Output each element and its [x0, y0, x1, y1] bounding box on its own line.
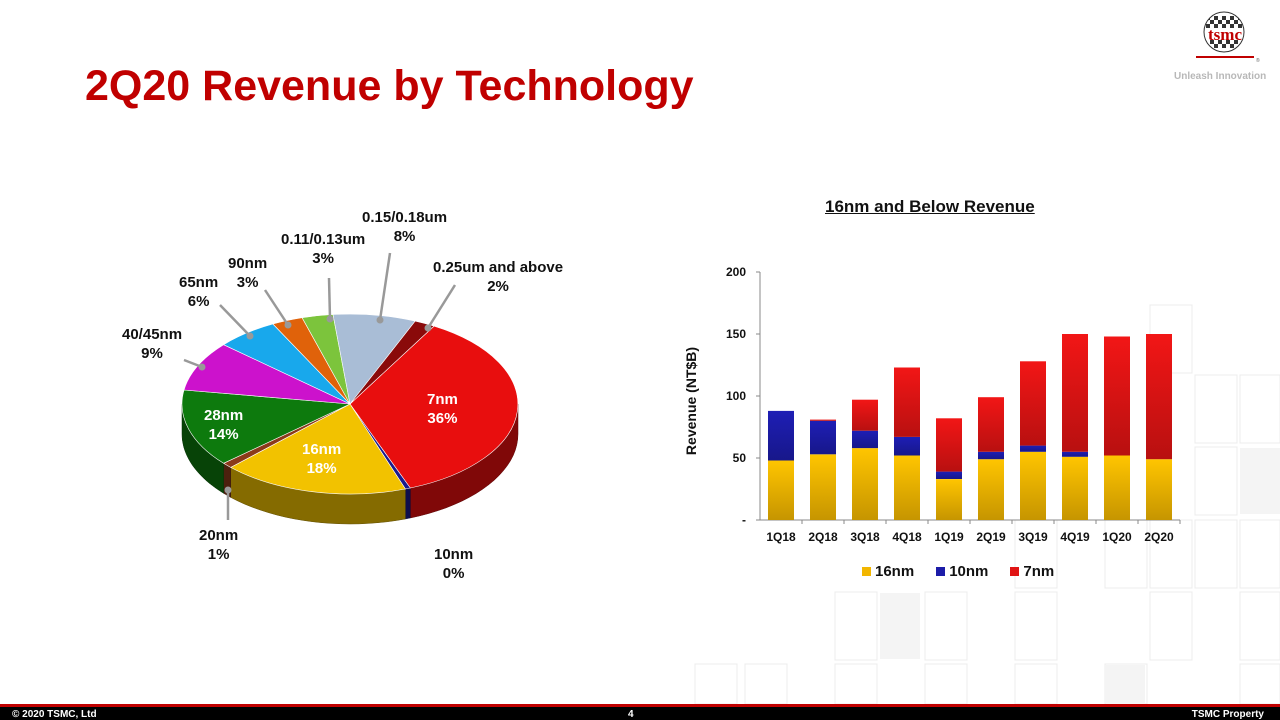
bar-16nm-1q20	[1104, 455, 1130, 520]
svg-text:tsmc: tsmc	[1208, 25, 1242, 44]
pie-label-65nm: 65nm 6%	[179, 274, 219, 310]
leader-line	[219, 304, 251, 337]
x-tick-label-3q18: 3Q18	[850, 530, 880, 544]
bar-7nm-4q18	[894, 367, 920, 437]
bar-10nm-3q19	[1020, 445, 1046, 452]
bar-7nm-3q19	[1020, 361, 1046, 446]
x-tick-label-1q20: 1Q20	[1102, 530, 1132, 544]
pie-leader-lines	[183, 252, 457, 520]
pie-label-20nm: 20nm 1%	[199, 527, 239, 563]
pie-label-90nm: 90nm 3%	[228, 255, 268, 291]
legend-item-10nm: 10nm	[936, 563, 988, 580]
legend-label-16nm: 16nm	[875, 563, 915, 580]
technology-pie-chart	[181, 252, 519, 525]
bar-16nm-4q19	[1062, 456, 1088, 520]
pie-side-10nm	[405, 487, 411, 520]
x-tick-label-3q19: 3Q19	[1018, 530, 1048, 544]
leader-line	[327, 277, 332, 320]
y-tick-label: 100	[726, 389, 746, 403]
leader-dot	[284, 321, 292, 329]
x-tick-label-2q18: 2Q18	[808, 530, 838, 544]
leader-dot	[424, 324, 432, 332]
pie-label-7nm: 7nm 36%	[427, 391, 458, 427]
leader-line	[426, 284, 457, 329]
svg-text:®: ®	[1256, 57, 1260, 64]
bar-10nm-3q18	[852, 430, 878, 449]
x-tick-label-4q18: 4Q18	[892, 530, 922, 544]
leader-line	[378, 252, 392, 321]
y-tick-label: 150	[726, 327, 746, 341]
pie-label-0-11-0-13um: 0.11/0.13um 3%	[281, 231, 366, 267]
bar-16nm-2q18	[810, 454, 836, 520]
pie-top-faces	[181, 313, 519, 495]
pie-slice-28nm	[181, 389, 352, 464]
bar-10nm-1q18	[768, 410, 794, 461]
leader-dot	[376, 316, 384, 324]
page-title: 2Q20 Revenue by Technology	[85, 62, 694, 110]
bar-10nm-2q19	[978, 451, 1004, 460]
leader-line	[263, 289, 290, 326]
bar-chart-legend: 16nm 10nm 7nm	[862, 563, 1054, 580]
leader-dot	[326, 315, 334, 323]
revenue-bar-chart: - 50 100 150 200 Revenue (NT$B) 1Q18 2Q18 3Q18 4Q…	[683, 265, 1181, 544]
bar-16nm-4q18	[894, 455, 920, 520]
legend-item-7nm: 7nm	[1010, 563, 1054, 580]
legend-swatch-16nm	[862, 567, 871, 576]
y-tick-label: 50	[733, 451, 747, 465]
bar-7nm-1q19	[936, 418, 962, 472]
legend-label-10nm: 10nm	[949, 563, 989, 580]
bar-10nm-4q18	[894, 436, 920, 456]
bar-10nm-2q18	[810, 420, 836, 455]
pie-label-28nm: 28nm 14%	[204, 407, 244, 443]
bar-16nm-3q19	[1020, 451, 1046, 520]
pie-label-0-15-0-18um: 0.15/0.18um 8%	[362, 209, 448, 245]
pie-label-0-25um-and-above: 0.25um and above 2%	[433, 259, 564, 295]
legend-swatch-10nm	[936, 567, 946, 576]
legend-label-7nm: 7nm	[1023, 563, 1055, 580]
pie-label-16nm: 16nm 18%	[302, 441, 342, 477]
footer-property: TSMC Property	[1191, 709, 1264, 720]
bar-10nm-1q19	[936, 471, 962, 479]
footer-page-number: 4	[628, 709, 634, 720]
bar-7nm-1q20	[1104, 336, 1130, 456]
bar-7nm-4q19	[1062, 334, 1088, 452]
leader-dot	[198, 363, 206, 371]
tsmc-logo: tsmc ®	[1196, 11, 1260, 64]
footer-bar: © 2020 TSMC, Ltd 4 TSMC Property	[0, 704, 1280, 720]
footer-copyright: © 2020 TSMC, Ltd	[12, 709, 97, 720]
bar-16nm-2q19	[978, 459, 1004, 520]
x-tick-label-2q20: 2Q20	[1144, 530, 1174, 544]
x-tick-label-1q19: 1Q19	[934, 530, 964, 544]
bar-7nm-3q18	[852, 399, 878, 431]
pie-slice-7nm	[349, 325, 519, 489]
legend-swatch-7nm	[1010, 567, 1020, 576]
x-tick-label-1q18: 1Q18	[766, 530, 796, 544]
x-tick-label-2q19: 2Q19	[976, 530, 1006, 544]
bar-10nm-4q19	[1062, 451, 1088, 457]
pie-label-40-45nm: 40/45nm 9%	[122, 326, 183, 362]
bar-7nm-2q18	[810, 419, 836, 421]
legend-item-16nm: 16nm	[862, 563, 914, 580]
tagline: Unleash Innovation	[1174, 71, 1267, 82]
y-tick-label: 200	[726, 265, 746, 279]
y-tick-label: -	[742, 513, 746, 527]
pie-slice-0-25um-and-above	[349, 320, 435, 405]
leader-dot	[224, 486, 232, 494]
bar-16nm-2q20	[1146, 459, 1172, 520]
bar-16nm-1q19	[936, 479, 962, 520]
pie-slice-16nm	[230, 403, 406, 495]
bar-16nm-1q18	[768, 460, 794, 520]
x-tick-label-4q19: 4Q19	[1060, 530, 1090, 544]
bar-7nm-2q19	[978, 397, 1004, 452]
bar-7nm-2q20	[1146, 334, 1172, 460]
y-axis-label: Revenue (NT$B)	[683, 347, 699, 455]
pie-label-10nm: 10nm 0%	[434, 546, 474, 582]
bar-16nm-3q18	[852, 448, 878, 520]
leader-dot	[246, 332, 254, 340]
bar-chart-title: 16nm and Below Revenue	[825, 197, 1035, 216]
